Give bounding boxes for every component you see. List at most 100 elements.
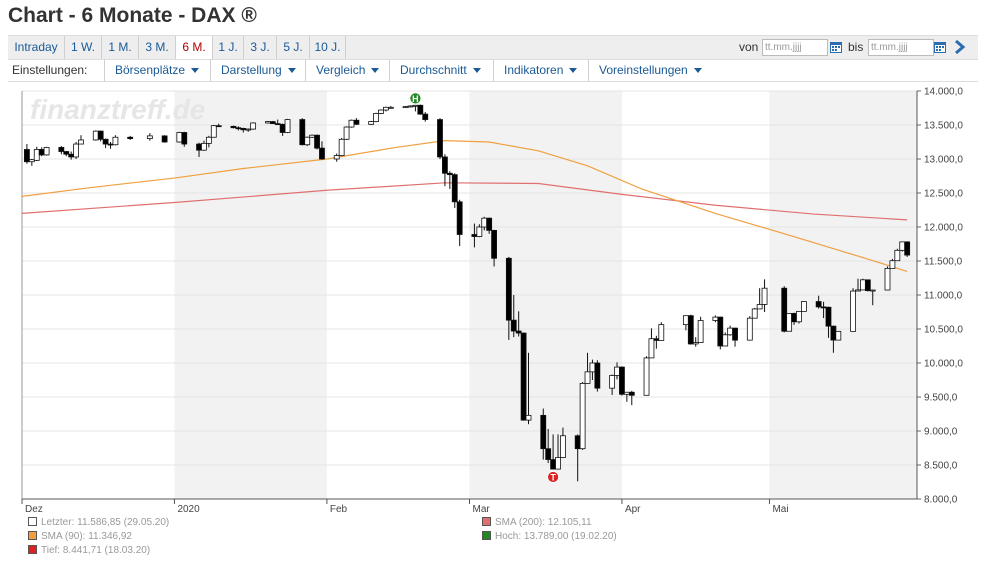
candle-up <box>407 105 414 108</box>
candle-down <box>446 172 453 176</box>
range-tab[interactable]: 10 J. <box>310 36 346 59</box>
candle-down <box>97 130 104 140</box>
marker-label: H <box>412 94 419 104</box>
marker-label: T <box>550 472 556 482</box>
caret-down-icon <box>371 68 380 74</box>
y-tick-label: 10.000,0 <box>924 359 963 370</box>
candle-up <box>78 139 84 145</box>
candle-down <box>299 119 306 146</box>
settings-menu[interactable]: Voreinstellungen <box>588 59 702 81</box>
candle-down <box>486 217 493 231</box>
candle-up <box>525 414 532 421</box>
candle-down <box>791 313 797 323</box>
settings-menu[interactable]: Darstellung <box>210 59 296 81</box>
candle-up <box>751 308 758 319</box>
candle-up <box>412 104 419 107</box>
candle-down <box>830 325 837 341</box>
candle-up <box>387 106 394 109</box>
x-tick-label: Dez <box>25 504 43 515</box>
candle-up <box>555 457 561 470</box>
caret-down-icon <box>191 68 200 74</box>
caret-down-icon <box>287 68 296 74</box>
candle-down <box>510 319 517 332</box>
y-tick-label: 11.500,0 <box>924 257 963 268</box>
candle-down <box>230 125 237 129</box>
candle-up <box>850 290 856 332</box>
candle-down <box>491 229 497 259</box>
candle-up <box>210 125 217 138</box>
y-tick-label: 8.500,0 <box>924 461 958 472</box>
y-tick-label: 11.000,0 <box>924 291 963 302</box>
bis-date-input[interactable]: tt.mm.jjjj <box>868 39 934 56</box>
candle-down <box>58 147 65 152</box>
low-marker <box>547 471 559 483</box>
settings-menu[interactable]: Durchschnitt <box>389 59 481 81</box>
sma90-line <box>21 140 908 272</box>
candle-down <box>437 119 443 158</box>
candle-down <box>540 414 547 450</box>
range-tab[interactable]: 3 J. <box>244 36 277 59</box>
legend-swatch <box>28 545 37 554</box>
candle-up <box>343 126 350 140</box>
candle-up <box>560 435 566 458</box>
calendar-icon[interactable] <box>829 40 843 54</box>
y-tick-label: 9.500,0 <box>924 393 958 404</box>
range-tab[interactable]: 6 M. <box>176 36 213 59</box>
candle-up <box>304 136 311 146</box>
candle-down <box>550 459 556 470</box>
calendar-icon[interactable] <box>933 40 947 54</box>
von-date-input[interactable]: tt.mm.jjjj <box>762 39 828 56</box>
candle-down <box>127 136 134 140</box>
candle-down <box>24 149 30 163</box>
candle-up <box>205 136 212 144</box>
candle-down <box>594 362 601 389</box>
candle-down <box>471 234 478 237</box>
candle-down <box>451 174 458 203</box>
candle-up <box>609 375 616 389</box>
settings-menu[interactable]: Börsenplätze <box>104 59 200 81</box>
x-tick-label: Apr <box>625 504 641 515</box>
legend-sma200: SMA (200): 12.105,11 <box>482 517 592 528</box>
settings-menu[interactable]: Vergleich <box>305 59 380 81</box>
x-tick-label: Feb <box>330 504 348 515</box>
range-tab[interactable]: Intraday <box>8 36 65 59</box>
candle-up <box>43 147 50 156</box>
range-tab[interactable]: 3 M. <box>139 36 176 59</box>
range-tab[interactable]: 1 J. <box>213 36 244 59</box>
candle-down <box>314 134 320 149</box>
range-tab[interactable]: 5 J. <box>277 36 310 59</box>
settings-menu[interactable]: Indikatoren <box>493 59 578 81</box>
candle-up <box>383 106 389 111</box>
candle-up <box>368 121 375 125</box>
candle-down <box>319 147 325 160</box>
candle-up <box>250 122 257 130</box>
candle-up <box>658 324 665 341</box>
candle-up <box>643 357 650 396</box>
candle-down <box>102 138 109 145</box>
bis-label: bis <box>848 40 864 54</box>
candle-up <box>682 315 689 326</box>
candle-up <box>176 132 183 143</box>
candle-up <box>333 155 340 160</box>
candle-down <box>545 448 552 460</box>
legend-swatch <box>482 531 491 540</box>
caret-down-icon <box>472 68 481 74</box>
candle-up <box>727 327 734 336</box>
candle-up <box>284 119 291 133</box>
range-tab[interactable]: 1 W. <box>65 36 102 59</box>
caret-down-icon <box>693 68 702 74</box>
legend-swatch <box>482 517 491 526</box>
candle-up <box>338 138 345 156</box>
range-bar: Intraday 1 W. 1 M. 3 M. 6 M. 1 J. 3 J. 5 J. 10 J… <box>8 35 978 60</box>
legend-high: Hoch: 13.789,00 (19.02.20) <box>482 531 617 542</box>
candle-down <box>161 135 168 143</box>
candle-down <box>864 279 871 291</box>
candle-up <box>309 134 316 138</box>
candle-down <box>269 121 276 125</box>
candle-down <box>196 143 202 151</box>
chevron-right-icon[interactable] <box>954 39 966 55</box>
legend-swatch <box>28 517 37 526</box>
candle-up <box>860 279 866 291</box>
range-tab[interactable]: 1 M. <box>102 36 139 59</box>
candle-up <box>697 320 704 344</box>
